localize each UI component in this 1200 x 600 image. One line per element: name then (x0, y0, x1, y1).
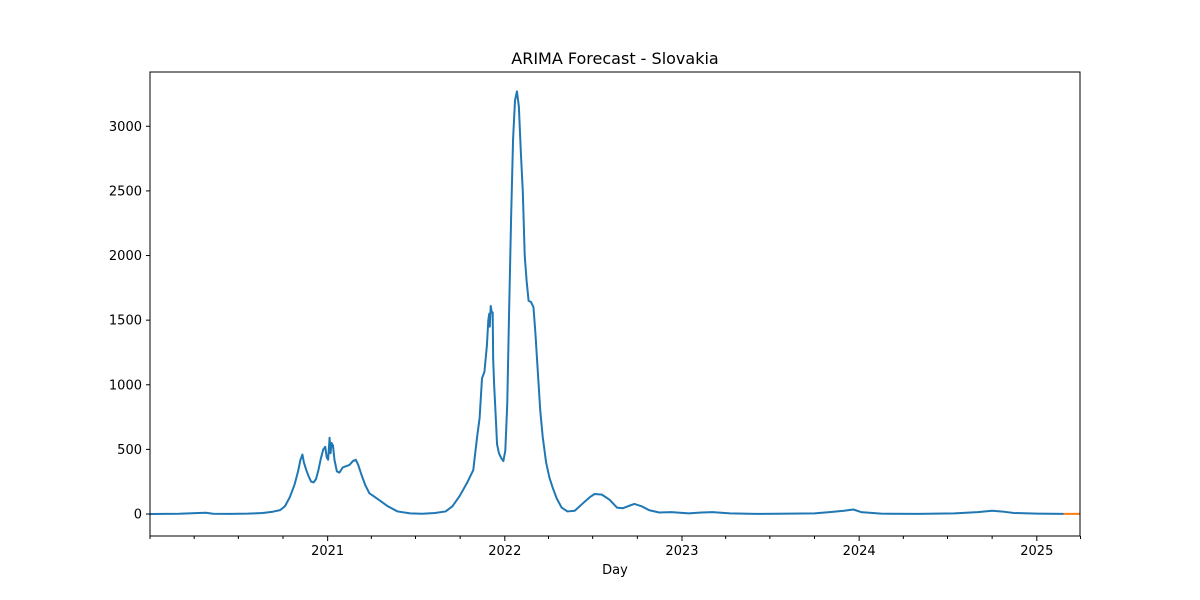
y-axis: 0 500 1000 1500 2000 2500 3000 (109, 120, 150, 523)
y-tick-label-0: 0 (134, 508, 142, 523)
y-tick-label-2: 1000 (109, 378, 142, 393)
x-axis: 2021 2022 2023 2024 2025 (149, 536, 1081, 559)
series-line-0 (150, 90, 1064, 516)
x-tick-label-2: 2023 (665, 544, 698, 559)
y-tick-label-4: 2000 (109, 249, 142, 264)
x-axis-label: Day (602, 563, 628, 578)
x-tick-label-0: 2021 (311, 544, 344, 559)
plot-area (150, 90, 1080, 516)
y-tick-label-1: 500 (117, 443, 142, 458)
y-tick-label-3: 1500 (109, 314, 142, 329)
x-tick-label-3: 2024 (843, 544, 876, 559)
x-tick-label-4: 2025 (1020, 544, 1053, 559)
chart-title: ARIMA Forecast - Slovakia (511, 49, 718, 68)
plot-frame (149, 71, 1081, 537)
y-tick-label-5: 2500 (109, 184, 142, 199)
x-tick-label-1: 2022 (488, 544, 521, 559)
y-tick-label-6: 3000 (109, 120, 142, 135)
